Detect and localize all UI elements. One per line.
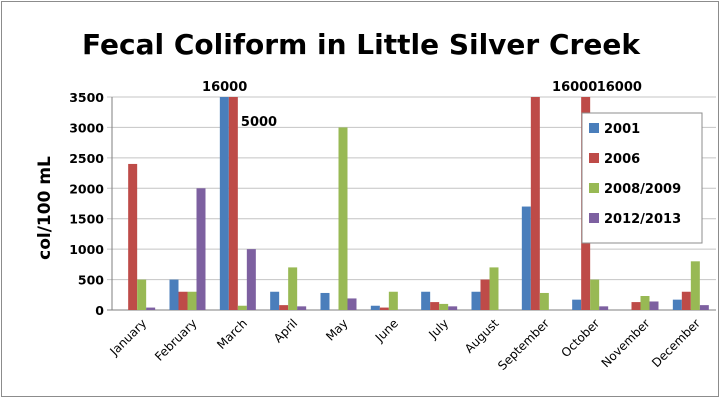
bar (379, 307, 389, 310)
legend-swatch (589, 153, 599, 163)
category-label: April (271, 316, 300, 345)
bar (640, 296, 650, 310)
bar (388, 291, 398, 310)
category-label: June (372, 316, 401, 345)
chart-title: Fecal Coliform in Little Silver Creek (82, 28, 641, 61)
bar (480, 279, 490, 310)
bar (471, 291, 481, 310)
bar (237, 305, 247, 310)
value-annotation: 16000 (202, 80, 247, 95)
legend-entry: 2008/2009 (604, 182, 681, 197)
legend-swatch (589, 123, 599, 133)
category-label: March (214, 316, 250, 352)
bar (430, 302, 440, 310)
bar (539, 292, 549, 310)
value-annotation: 16000 (597, 80, 642, 95)
bar (320, 292, 330, 310)
bar (246, 249, 256, 310)
bar (128, 163, 138, 310)
bars (128, 97, 709, 310)
y-tick-label: 1000 (69, 242, 104, 257)
legend-box (581, 112, 703, 244)
bar (178, 291, 188, 310)
category-label: May (323, 316, 350, 343)
value-annotation: 5000 (241, 115, 277, 130)
bar (672, 299, 682, 310)
bar (572, 299, 582, 310)
bar (448, 306, 458, 310)
bar (219, 97, 229, 310)
category-label: August (462, 316, 502, 356)
y-tick-label: 2000 (69, 181, 104, 196)
bar (187, 291, 197, 310)
bar (279, 305, 289, 310)
bar (146, 307, 156, 310)
bar (196, 188, 206, 310)
bar (288, 267, 298, 310)
bar (599, 306, 609, 310)
bar (690, 261, 700, 310)
y-tick-label: 2500 (69, 151, 104, 166)
category-labels: January February March April May June July Augu… (107, 316, 703, 373)
bar (297, 306, 307, 310)
bar (137, 279, 147, 310)
category-label: January (107, 316, 150, 359)
y-tick-labels: 0 500 1000 1500 2000 2500 3000 3500 (69, 90, 104, 318)
bar (169, 279, 179, 310)
bar (439, 303, 449, 310)
legend-entry: 2001 (604, 122, 640, 137)
category-label: November (599, 316, 653, 370)
y-tick-label: 3500 (69, 90, 104, 105)
legend: 2001 2006 2008/2009 2012/2013 (581, 112, 703, 244)
category-label: September (495, 316, 552, 373)
legend-swatch (589, 183, 599, 193)
y-axis-label: col/100 mL (35, 156, 55, 260)
bar (370, 305, 380, 310)
bar (521, 206, 531, 310)
bar (270, 291, 280, 310)
bar (649, 301, 659, 310)
bar (347, 298, 357, 310)
gridlines (107, 96, 716, 311)
bar (590, 279, 600, 310)
category-label: October (558, 316, 602, 360)
bar (421, 291, 431, 310)
y-tick-label: 3000 (69, 120, 104, 135)
bar (699, 305, 709, 310)
category-label: July (425, 316, 451, 342)
category-label: December (649, 316, 703, 370)
legend-entry: 2006 (604, 152, 640, 167)
bar (681, 291, 691, 310)
y-tick-label: 500 (78, 273, 104, 288)
bar (530, 97, 540, 310)
y-tick-label: 0 (95, 303, 104, 318)
legend-entry: 2012/2013 (604, 212, 681, 227)
value-annotation: 16000 (552, 80, 597, 95)
bar (228, 97, 238, 310)
legend-swatch (589, 213, 599, 223)
bar (489, 267, 499, 310)
category-label: February (152, 316, 200, 364)
bar (631, 302, 641, 310)
y-tick-label: 1500 (69, 212, 104, 227)
bar (338, 127, 348, 310)
